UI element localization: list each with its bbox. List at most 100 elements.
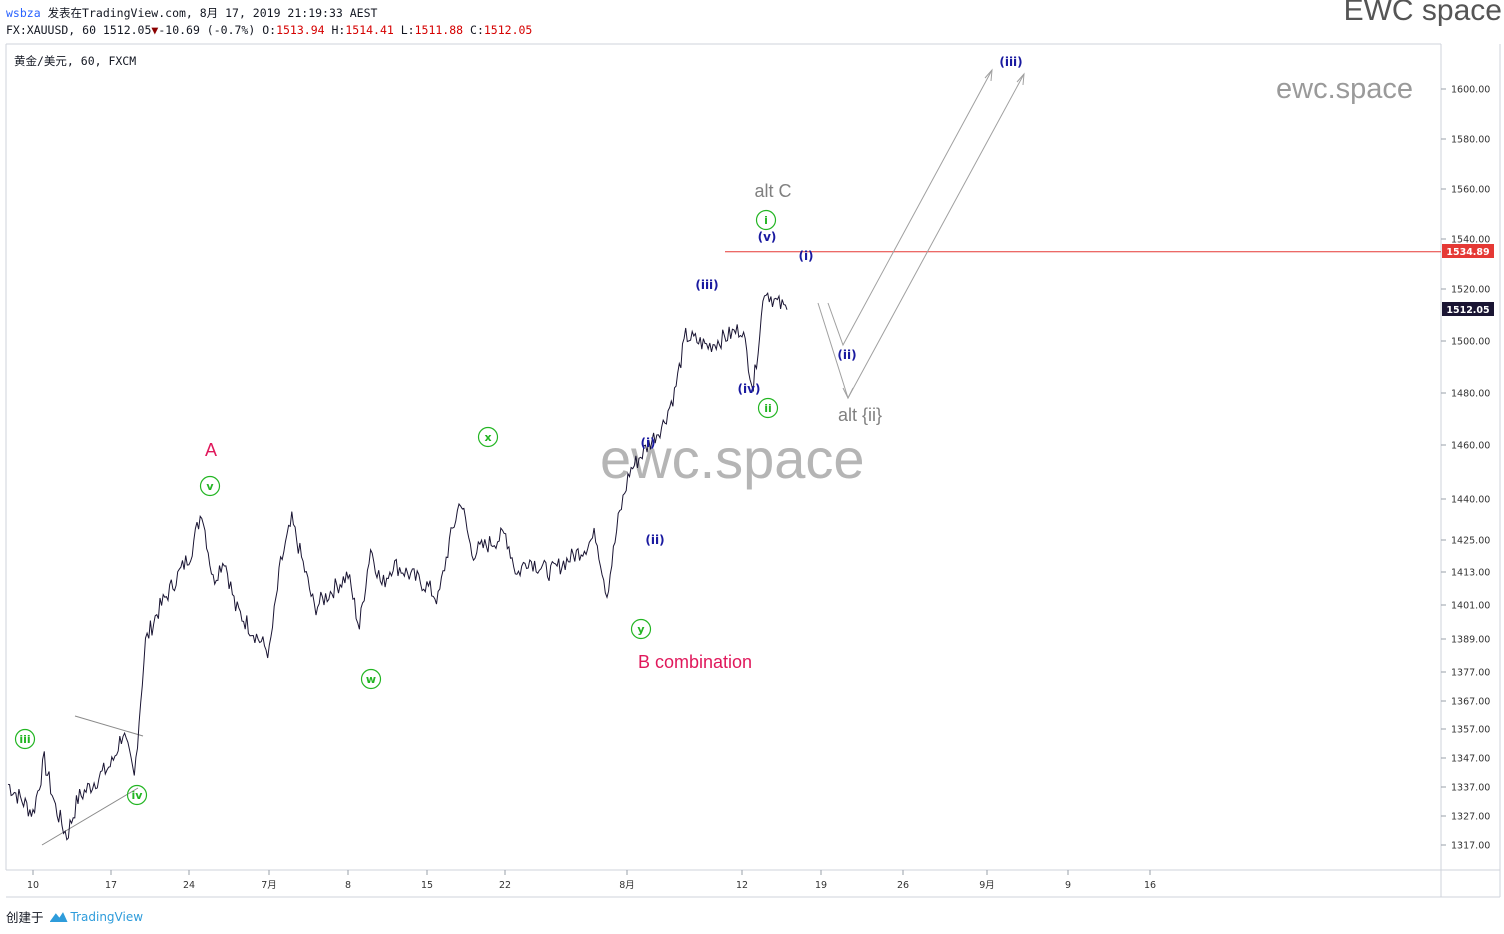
wave-circle-iii [14,728,36,750]
wave-label-blue-i2: (i) [798,249,813,263]
price-tick-label: 1347.00 [1451,754,1490,765]
footer: 创建于 TradingView [6,907,143,926]
price-tick-label: 1357.00 [1451,725,1490,736]
publish-info: 发表在TradingView.com, 8月 17, 2019 21:19:33… [47,6,378,20]
price-marker-resistance: 1534.89 [1446,247,1489,258]
open-value: 1513.94 [276,23,325,37]
time-tick-label: 19 [815,880,827,891]
wave-label-B-combination: B combination [638,652,752,672]
time-tick-label: 8 [345,880,351,891]
close-value: 1512.05 [483,23,533,37]
open-label: O: [262,23,277,37]
price-tick-label: 1560.00 [1451,185,1490,196]
price-tick-label: 1377.00 [1451,668,1490,679]
price-tick-label: 1480.00 [1451,389,1490,400]
tradingview-logo-icon [49,912,68,922]
time-tick-label: 9月 [979,880,995,891]
brand-text: EWC space [1343,0,1502,27]
price-tick-label: 1440.00 [1451,495,1490,506]
wave-label-ii: ii [764,402,772,415]
price-tick-label: 1540.00 [1451,235,1490,246]
header-ohlc-line: FX:XAUUSD, 60 1512.05▼-10.69 (-0.7%) O:1… [6,23,532,37]
price-tick-label: 1337.00 [1451,783,1490,794]
wave-circle-i [755,209,777,231]
price-tick-label: 1367.00 [1451,697,1490,708]
price-marker-last: 1512.05 [1446,305,1489,316]
wave-circle-v [199,475,221,497]
wave-label-blue-v: (v) [758,230,777,244]
high-label: H: [331,23,346,37]
wave-label-v: v [206,480,214,493]
watermark-small: ewc.space [1276,73,1413,105]
created-with-label: 创建于 [6,910,44,925]
change-down-icon: ▼ [151,23,159,37]
time-tick-label: 17 [105,880,117,891]
wave-label-y: y [637,623,644,636]
wave-label-A: A [205,440,217,460]
price-marker-last-bg [1442,302,1494,316]
time-tick-label: 12 [736,880,748,891]
wave-label-blue-ii2: (ii) [837,348,856,362]
price-tick-label: 1401.00 [1451,601,1490,612]
high-value: 1514.41 [345,23,394,37]
price-tick-label: 1425.00 [1451,536,1490,547]
wave-label-blue-iii-target: (iii) [999,55,1022,69]
triangle-lower-line [41,787,139,846]
author-link[interactable]: wsbza [6,6,41,20]
time-tick-label: 15 [421,880,433,891]
price-tick-label: 1413.00 [1451,568,1490,579]
wave-label-alt-C: alt C [754,181,791,201]
price-marker-resistance-bg [1442,244,1494,258]
wave-circle-w [360,668,382,690]
wave-label-blue-iii: (iii) [695,278,718,292]
wave-label-w: w [366,673,376,686]
price-tick-label: 1520.00 [1451,285,1490,296]
time-tick-label: 24 [183,880,195,891]
low-value: 1511.88 [414,23,464,37]
time-axis: 10 17 24 7月 8 15 22 8月 12 19 26 9月 9 16 [27,870,1156,891]
wave-label-iii: iii [19,733,30,746]
time-tick-label: 8月 [619,880,635,891]
projection-arrowhead-alt-low [842,387,854,400]
wave-circle-x [477,426,499,448]
triangle-upper-line [74,715,144,737]
price-tick-label: 1600.00 [1451,85,1490,96]
price-series-line [7,291,788,841]
wave-label-x: x [484,431,491,444]
time-tick-label: 22 [499,880,511,891]
price-tick-label: 1500.00 [1451,337,1490,348]
wave-label-iv: iv [132,789,144,802]
projection-arrows [817,68,1025,400]
price-tick-label: 1317.00 [1451,841,1490,852]
tradingview-logo-text: TradingView [70,909,144,924]
price-tick-label: 1327.00 [1451,812,1490,823]
time-tick-label: 16 [1144,880,1156,891]
time-tick-label: 26 [897,880,909,891]
wave-label-blue-i: (i) [640,436,655,450]
price-tick-label: 1580.00 [1451,135,1490,146]
watermark-large: ewc.space [600,427,865,490]
close-label: C: [470,23,484,37]
wave-label-i: i [764,214,768,227]
symbol-info: FX:XAUUSD, 60 1512.05 [6,23,152,37]
time-tick-label: 9 [1065,880,1071,891]
chart-title: 黄金/美元, 60, FXCM [14,54,136,68]
change-value: -10.69 (-0.7%) [158,23,256,37]
time-tick-label: 10 [27,880,39,891]
price-tick-label: 1389.00 [1451,635,1490,646]
wave-circle-iv [126,784,148,806]
wave-circle-ii [757,397,779,419]
header-publish-line: wsbza 发表在TradingView.com, 8月 17, 2019 21… [6,5,377,21]
price-tick-label: 1460.00 [1451,441,1490,452]
wave-label-alt-ii: alt {ii} [838,405,882,425]
time-tick-label: 7月 [261,880,277,891]
projection-arrowhead-alt [1016,72,1025,86]
projection-arrow-main [827,69,993,347]
projection-arrowhead-main [984,68,993,82]
wave-label-blue-ii: (ii) [645,533,664,547]
tradingview-logo[interactable]: TradingView [49,909,144,924]
wave-circle-y [630,618,652,640]
price-axis: 1600.00 1580.00 1560.00 1540.00 1520.00 1500.… [1441,85,1490,852]
wave-label-blue-iv: (iv) [738,382,761,396]
